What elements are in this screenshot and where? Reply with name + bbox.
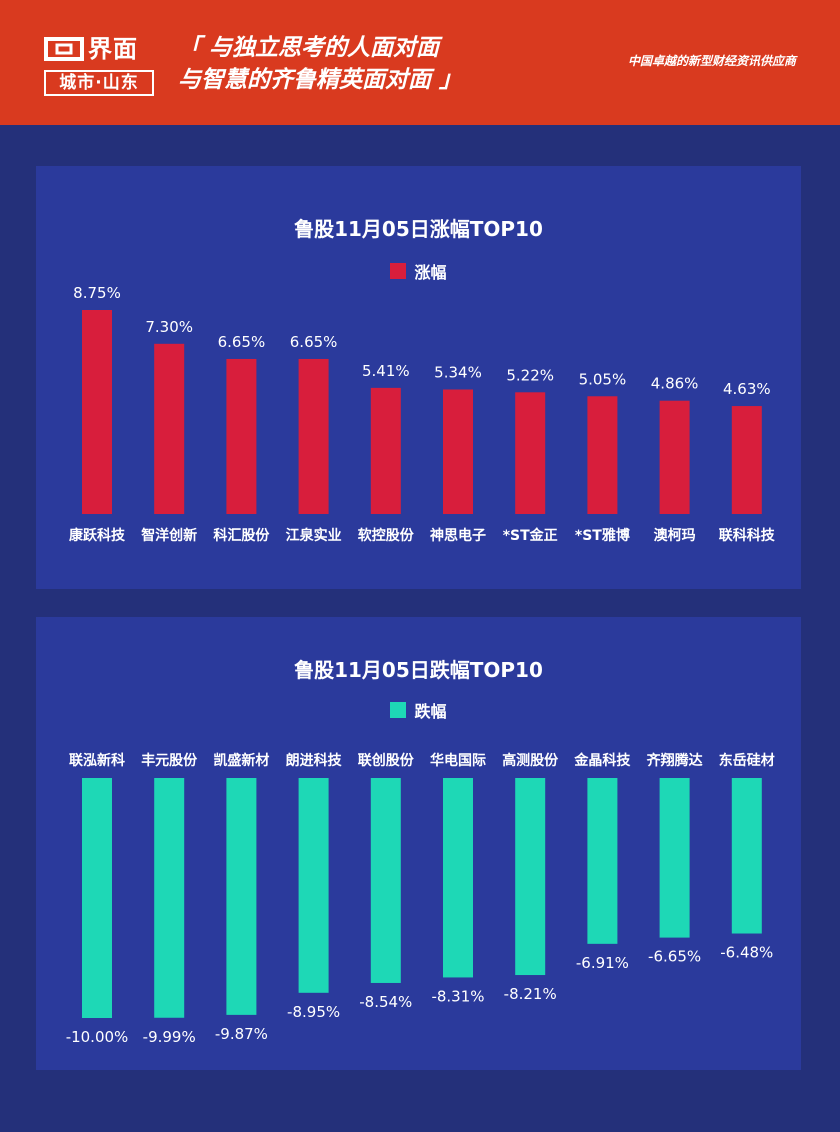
rise-bar: [659, 400, 690, 514]
rise-legend-label: 涨幅: [414, 263, 447, 282]
fall-bar: [226, 778, 257, 1015]
fall-bar: [82, 778, 112, 1018]
rise-data-label: 5.22%: [506, 366, 554, 384]
rise-data-label: 7.30%: [145, 318, 193, 336]
rise-bar: [226, 358, 257, 514]
rise-category-label: 神思电子: [430, 527, 486, 544]
rise-chart-panel: 鲁股11月05日涨幅TOP10 涨幅 8.75% 康跃科技 7.30% 智洋创新 6.6…: [36, 166, 801, 589]
rise-bar-chart: 8.75% 康跃科技 7.30% 智洋创新 6.65% 科汇股份 6.65% 江泉实业 5.41…: [69, 284, 776, 544]
tagline: 中国卓越的新型财经资讯供应商: [627, 54, 796, 68]
fall-category-label: 金晶科技: [573, 752, 631, 769]
rise-category-label: 江泉实业: [286, 527, 342, 544]
fall-bar: [587, 778, 618, 944]
rise-legend: 涨幅: [36, 259, 801, 283]
fall-data-label: -8.31%: [431, 987, 484, 1005]
fall-data-label: -10.00%: [66, 1028, 129, 1046]
fall-category-label: 朗进科技: [286, 752, 343, 769]
rise-category-label: 联科科技: [719, 527, 776, 544]
fall-data-label: -9.99%: [143, 1028, 196, 1046]
rise-category-label: *ST雅博: [575, 527, 630, 544]
rise-data-label: 5.34%: [434, 364, 482, 382]
fall-bar-chart: -10.00% 联泓新科 -9.99% 丰元股份 -9.87% 凯盛新材 -8.95% 朗进科…: [66, 752, 775, 1046]
fall-category-label: 丰元股份: [141, 752, 198, 769]
rise-bar: [515, 392, 546, 514]
fall-data-label: -6.65%: [648, 948, 701, 966]
fall-bar: [659, 778, 690, 938]
logo-mark-icon: [44, 37, 84, 61]
fall-category-label: 齐翔腾达: [647, 752, 703, 769]
rise-bar: [154, 343, 185, 514]
fall-category-label: 联创股份: [358, 752, 415, 769]
fall-bar: [370, 778, 401, 983]
fall-data-label: -6.91%: [576, 954, 629, 972]
fall-data-label: -8.95%: [287, 1003, 340, 1021]
fall-category-label: 联泓新科: [69, 752, 125, 769]
slogan-line-1: 「 与独立思考的人面对面: [178, 35, 440, 61]
logo: 界面 城市·山东: [44, 32, 158, 96]
rise-data-label: 4.86%: [651, 375, 699, 393]
fall-data-label: -9.87%: [215, 1025, 268, 1043]
rise-data-label: 5.05%: [579, 370, 627, 388]
fall-category-label: 高测股份: [502, 752, 559, 769]
fall-bar: [731, 778, 762, 934]
fall-legend-swatch: [390, 702, 407, 718]
fall-legend-label: 跌幅: [414, 702, 447, 721]
logo-subtitle: 城市·山东: [44, 70, 154, 96]
fall-legend: 跌幅: [36, 698, 801, 722]
fall-category-label: 华电国际: [430, 752, 486, 769]
logo-name: 界面: [88, 35, 138, 63]
header-banner: 界面 城市·山东 「 与独立思考的人面对面 与智慧的齐鲁精英面对面 」 中国卓越…: [0, 0, 840, 125]
rise-bar: [443, 389, 473, 514]
rise-category-label: 澳柯玛: [654, 527, 696, 544]
fall-category-label: 东岳硅材: [719, 752, 775, 769]
rise-data-label: 4.63%: [723, 380, 771, 398]
rise-data-label: 8.75%: [73, 284, 121, 302]
rise-category-label: 科汇股份: [213, 527, 270, 544]
rise-data-label: 6.65%: [290, 333, 338, 351]
rise-category-label: 智洋创新: [140, 527, 197, 544]
rise-legend-swatch: [390, 263, 407, 279]
rise-bar: [587, 396, 618, 514]
rise-bar: [731, 406, 762, 514]
rise-chart-title: 鲁股11月05日涨幅TOP10: [294, 217, 543, 241]
fall-bar: [154, 778, 185, 1018]
rise-bar: [82, 310, 112, 514]
rise-category-label: *ST金正: [503, 527, 558, 544]
slogan-line-2: 与智慧的齐鲁精英面对面 」: [178, 67, 463, 93]
rise-bar: [298, 358, 329, 514]
slogan: 「 与独立思考的人面对面 与智慧的齐鲁精英面对面 」: [178, 32, 462, 96]
fall-chart-panel: 鲁股11月05日跌幅TOP10 跌幅 -10.00% 联泓新科 -9.99% 丰元股份…: [36, 617, 801, 1070]
fall-category-label: 凯盛新材: [213, 752, 269, 769]
rise-data-label: 5.41%: [362, 362, 410, 380]
rise-bar: [370, 387, 401, 514]
rise-category-label: 康跃科技: [69, 527, 126, 544]
fall-chart-title: 鲁股11月05日跌幅TOP10: [294, 658, 543, 682]
rise-category-label: 软控股份: [358, 527, 415, 544]
fall-bar: [515, 778, 546, 976]
rise-data-label: 6.65%: [218, 333, 266, 351]
fall-data-label: -8.54%: [359, 993, 412, 1011]
fall-data-label: -8.21%: [504, 985, 557, 1003]
fall-bar: [443, 778, 473, 978]
fall-bar: [298, 778, 329, 993]
fall-data-label: -6.48%: [720, 944, 773, 962]
